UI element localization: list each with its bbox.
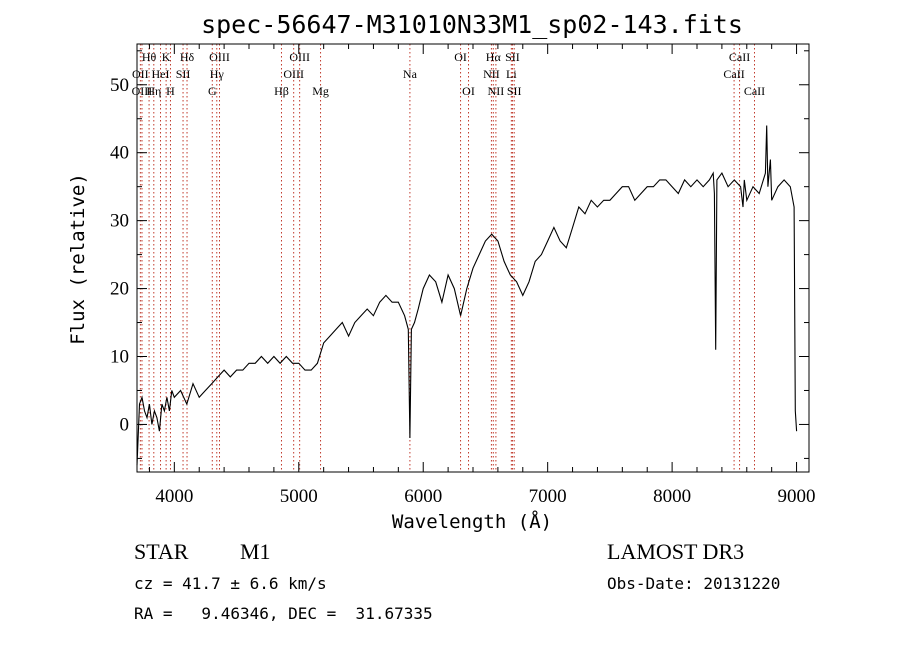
spectral-line-label: Mg (312, 84, 329, 98)
spectral-line-label: Hα (486, 50, 502, 64)
obs-date: Obs-Date: 20131220 (607, 574, 781, 593)
y-axis-ticks: 0 10 20 30 40 50 (110, 50, 809, 459)
spectral-line-label: HeI (152, 67, 170, 81)
spectral-line-label: G (208, 84, 217, 98)
x-tick-label: 4000 (155, 486, 193, 507)
chart-title: spec-56647-M31010N33M1_sp02-143.fits (201, 10, 743, 39)
spectral-line-label: Hβ (274, 84, 289, 98)
x-tick-label: 7000 (529, 486, 567, 507)
x-tick-label: 8000 (653, 486, 691, 507)
x-tick-label: 9000 (778, 486, 816, 507)
plot-frame (136, 43, 810, 473)
spectral-line-label: Hη (146, 84, 161, 98)
spectral-line-label: OIII (289, 50, 310, 64)
spectral-line-label: K (162, 50, 171, 64)
spectral-line-label: SII (505, 50, 520, 64)
redshift-cz: cz = 41.7 ± 6.6 km/s (134, 574, 327, 593)
spectral-line-label: CaII (729, 50, 750, 64)
x-tick-label: 6000 (404, 486, 442, 507)
y-tick-label: 20 (110, 279, 129, 300)
spectral-line-label: CaII (723, 67, 744, 81)
spectral-line-markers (139, 44, 755, 472)
spectral-line-label: Na (403, 67, 418, 81)
y-axis-label: Flux (relative) (67, 173, 89, 345)
spectral-line-label: Hδ (180, 50, 195, 64)
spectral-line-label: SII (507, 84, 522, 98)
x-axis-label: Wavelength (Å) (392, 510, 552, 533)
y-tick-label: 30 (110, 211, 129, 232)
spectral-line-label: OI (454, 50, 467, 64)
spectrum-line (136, 125, 798, 466)
spectral-line-label: OIII (283, 67, 304, 81)
spectral-line-label: OIII (209, 50, 230, 64)
spectral-line-label: H (166, 84, 175, 98)
coordinates: RA = 9.46346, DEC = 31.67335 (134, 604, 433, 623)
spectral-line-label: Hγ (210, 67, 225, 81)
spectral-line-label: NII (488, 84, 505, 98)
y-tick-label: 0 (120, 414, 130, 435)
spectral-line-label: CaII (744, 84, 765, 98)
spectral-line-label: NII (483, 67, 500, 81)
spectral-line-label: OI (462, 84, 475, 98)
object-type: STAR (134, 539, 189, 564)
y-tick-label: 40 (110, 143, 129, 164)
subclass: M1 (240, 539, 271, 564)
spectral-line-label: SII (176, 67, 191, 81)
spectral-line-label: Hθ (142, 50, 157, 64)
y-tick-label: 10 (110, 347, 129, 368)
x-axis-ticks: 4000 5000 6000 7000 8000 9000 (148, 44, 816, 507)
survey-name: LAMOST DR3 (607, 539, 745, 564)
spectral-line-label: Li (506, 67, 517, 81)
y-tick-label: 50 (110, 75, 129, 96)
spectral-line-label: OII (132, 67, 149, 81)
x-tick-label: 5000 (280, 486, 318, 507)
